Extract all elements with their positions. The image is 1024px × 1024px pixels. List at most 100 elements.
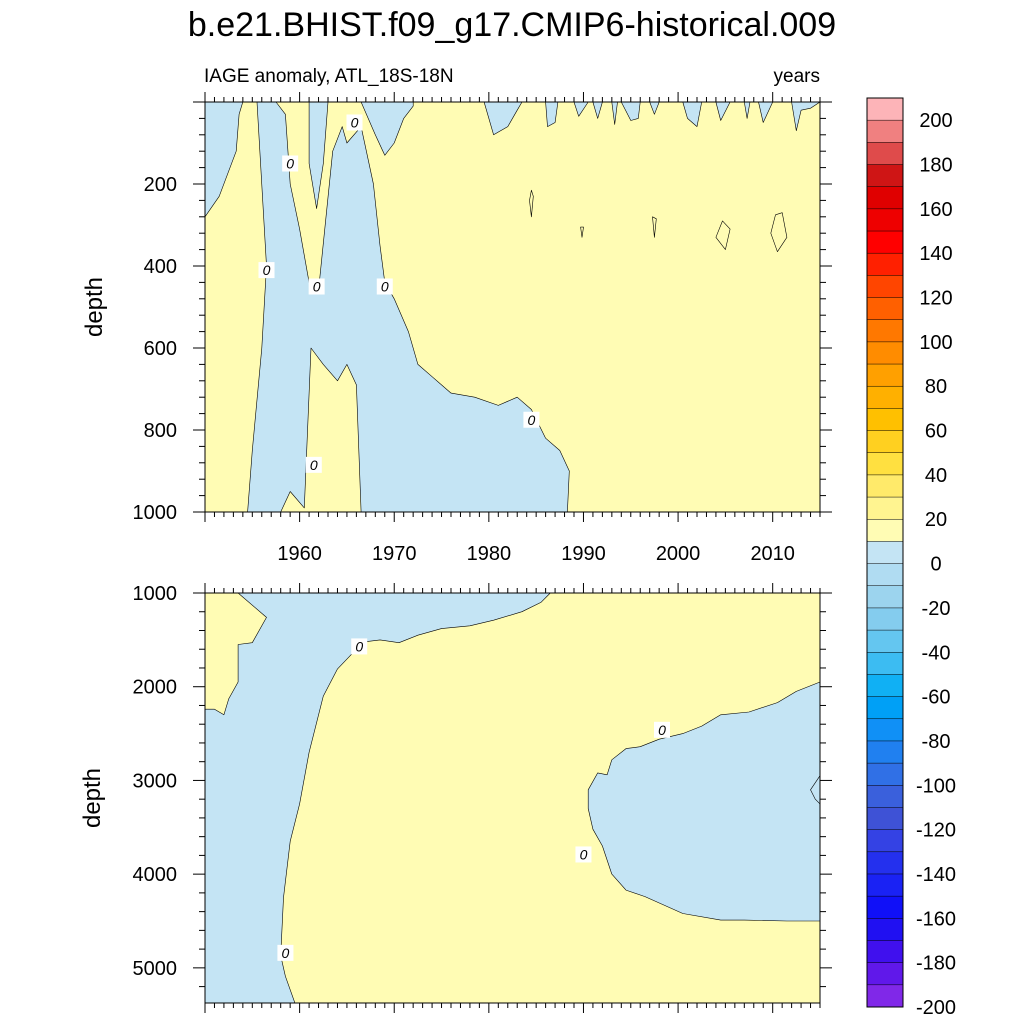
- colorbar-label: 120: [919, 288, 952, 310]
- bottom-panel: depth 1000 2000 3000 4000 5000 0 0 0 0: [79, 583, 832, 1013]
- colorbar-swatch: [867, 474, 903, 498]
- colorbar-swatch: [867, 674, 903, 697]
- colorbar-swatch: [867, 696, 903, 720]
- contour-label: 0: [351, 638, 368, 655]
- colorbar-swatch: [867, 896, 903, 919]
- colorbar-label: -140: [916, 864, 956, 886]
- x-tick-label: 2000: [656, 543, 701, 565]
- colorbar-swatch: [867, 718, 903, 742]
- contour-label-background: [351, 638, 368, 655]
- positive-anomaly-island: [652, 216, 657, 238]
- contour-label-text: 0: [658, 722, 666, 738]
- negative-anomaly-region: [360, 101, 414, 156]
- contour-label-text: 0: [355, 638, 363, 654]
- colorbar-swatch: [867, 319, 903, 343]
- colorbar-label: 40: [925, 465, 947, 487]
- x-tick-label: 1960: [277, 543, 322, 565]
- y-tick-label: 3000: [133, 770, 178, 792]
- contour-label-text: 0: [263, 262, 271, 278]
- colorbar-swatch: [867, 253, 903, 276]
- colorbar-label: -100: [916, 775, 956, 797]
- contour-label-background: [523, 411, 540, 428]
- colorbar-swatch: [867, 408, 903, 431]
- colorbar-label: -180: [916, 953, 956, 975]
- top-panel-plot-area: 1960 1970 1980 1990 2000 2010 200 400 600 800 1000…: [133, 92, 832, 565]
- contour-label: 0: [258, 262, 275, 279]
- colorbar-swatch: [867, 364, 903, 387]
- contour-label-text: 0: [310, 457, 318, 473]
- colorbar-label: -200: [916, 997, 956, 1019]
- contour-label: 0: [308, 278, 325, 295]
- colorbar-swatch: [867, 386, 903, 409]
- x-tick-label: 1970: [372, 543, 417, 565]
- contour-label-text: 0: [351, 115, 359, 131]
- contour-label-text: 0: [528, 412, 536, 428]
- colorbar-swatch: [867, 142, 903, 165]
- contour-label-background: [282, 155, 299, 172]
- colorbar-swatch: [867, 652, 903, 675]
- contour-label-background: [308, 278, 325, 295]
- colorbar-swatch: [867, 186, 903, 210]
- contour-label-text: 0: [286, 156, 294, 172]
- colorbar-swatch: [867, 120, 903, 143]
- contour-label: 0: [376, 278, 393, 295]
- positive-anomaly-island: [580, 226, 584, 238]
- colorbar-swatch: [867, 851, 903, 875]
- colorbar-swatch: [867, 829, 903, 853]
- colorbar-label: 80: [925, 376, 947, 398]
- y-tick-label: 5000: [133, 958, 178, 980]
- colorbar-swatch: [867, 807, 903, 830]
- colorbar-label: -80: [922, 731, 951, 753]
- contour-label: 0: [305, 456, 322, 473]
- contour-label: 0: [282, 155, 299, 172]
- y-tick-label: 4000: [133, 864, 178, 886]
- colorbar-swatch: [867, 208, 903, 232]
- colorbar-swatch: [867, 763, 903, 786]
- colorbar-swatch: [867, 585, 903, 609]
- negative-anomaly-region: [247, 101, 570, 513]
- contour-label: 0: [346, 114, 363, 131]
- y-tick-label: 800: [144, 420, 177, 442]
- colorbar-swatch: [867, 630, 903, 653]
- contour-label-text: 0: [282, 945, 290, 961]
- plot-frame: [204, 101, 821, 513]
- y-tick-label: 400: [144, 256, 177, 278]
- contour-label-background: [346, 114, 363, 131]
- contour-label-text: 0: [381, 279, 389, 295]
- colorbar-swatch: [867, 98, 903, 121]
- positive-anomaly-island: [715, 220, 731, 250]
- colorbar-swatch: [867, 231, 903, 254]
- y-tick-label: 1000: [133, 502, 178, 524]
- colorbar-label: -20: [922, 598, 951, 620]
- bottom-panel-plot-area: 1000 2000 3000 4000 5000 0 0 0 0: [133, 583, 832, 1013]
- y-tick-label: 600: [144, 338, 177, 360]
- colorbar-swatch: [867, 519, 903, 542]
- colorbar-swatch: [867, 341, 903, 365]
- contour-label-background: [575, 846, 592, 863]
- colorbar-label: 160: [919, 199, 952, 221]
- colorbar-label: -160: [916, 908, 956, 930]
- colorbar-swatch: [867, 497, 903, 520]
- colorbar-swatch: [867, 873, 903, 897]
- colorbar-label: 140: [919, 243, 952, 265]
- colorbar-swatch: [867, 962, 903, 986]
- contour-label: 0: [523, 411, 540, 428]
- y-tick-label: 200: [144, 174, 177, 196]
- contour-label-background: [376, 278, 393, 295]
- y-tick-label: 1000: [133, 583, 178, 605]
- contour-label-background: [277, 944, 294, 961]
- top-panel-subtitle-left: IAGE anomaly, ATL_18S-18N: [204, 66, 454, 87]
- x-tick-label: 2010: [750, 543, 795, 565]
- colorbar-swatch: [867, 563, 903, 587]
- figure-title: b.e21.BHIST.f09_g17.CMIP6-historical.009: [188, 6, 836, 44]
- contour-label-background: [258, 262, 275, 279]
- colorbar-label: 0: [930, 554, 941, 576]
- contour-label-background: [653, 721, 670, 738]
- colorbar-swatch: [867, 430, 903, 454]
- colorbar-label: 200: [919, 110, 952, 132]
- contour-label: 0: [575, 846, 592, 863]
- bottom-panel-y-axis-label: depth: [79, 768, 106, 828]
- colorbar-swatch: [867, 607, 903, 631]
- colorbar-swatch: [867, 740, 903, 764]
